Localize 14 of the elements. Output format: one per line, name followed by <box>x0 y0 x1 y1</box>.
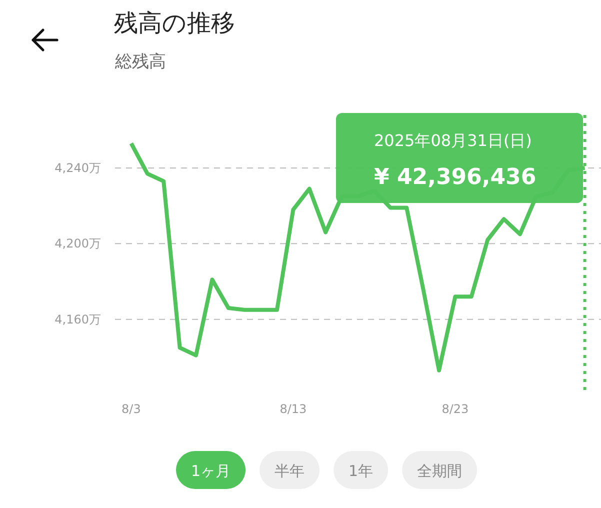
x-tick-label: 8/13 <box>280 402 307 416</box>
annotation: 2025年08月31日(日) <box>374 131 532 150</box>
y-tick-label: 4,240万 <box>54 160 101 175</box>
chart-subtitle: 総残高 <box>114 52 166 72</box>
pill-button: 1ヶ月 <box>176 451 246 489</box>
y-tick-label: 4,200万 <box>54 236 101 251</box>
y-tick-label: 4,160万 <box>54 312 101 326</box>
x-tick-label: 8/3 <box>122 402 141 416</box>
pill-button: 半年 <box>260 451 320 489</box>
annotation: ¥ 42,396,436 <box>374 165 536 190</box>
x-tick-label: 8/23 <box>442 402 469 416</box>
chart-title: 残高の推移 <box>114 9 235 37</box>
pill-button: 1年 <box>334 451 388 489</box>
pill-button: 全期間 <box>402 451 478 489</box>
